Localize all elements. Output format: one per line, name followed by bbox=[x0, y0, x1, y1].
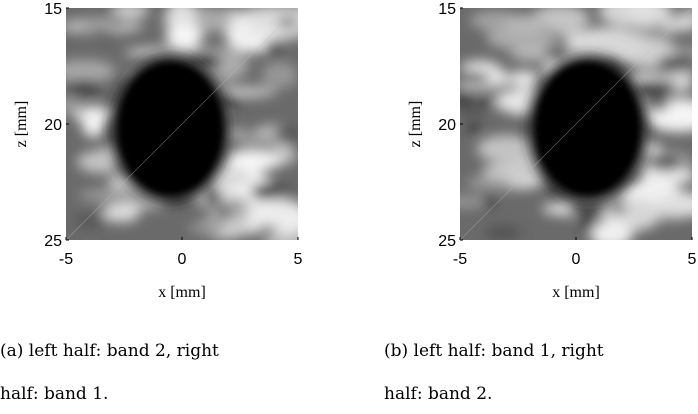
y-tick-label: 25 bbox=[438, 233, 456, 250]
y-tick-label: 20 bbox=[44, 117, 62, 134]
caption-line: half: band 2. bbox=[384, 384, 492, 404]
ultrasound-image bbox=[422, 0, 698, 248]
figure: -5 0 5 15 20 25 x [mm] z [mm] (a) left half: ban… bbox=[0, 0, 698, 414]
x-tick-label: 5 bbox=[688, 251, 697, 268]
caption-line: (a) left half: band 2, right bbox=[0, 341, 219, 361]
ultrasound-image bbox=[53, 0, 332, 254]
y-axis-label: z [mm] bbox=[407, 101, 424, 148]
x-axis-label: x [mm] bbox=[158, 284, 206, 301]
y-tick-label: 25 bbox=[44, 233, 62, 250]
x-axis-label: x [mm] bbox=[552, 284, 600, 301]
y-axis-label: z [mm] bbox=[13, 101, 30, 148]
y-tick-label: 15 bbox=[438, 1, 456, 18]
x-tick-label: 5 bbox=[294, 251, 303, 268]
x-tick-label: -5 bbox=[59, 251, 73, 268]
y-tick-label: 15 bbox=[44, 1, 62, 18]
caption-line: half: band 1. bbox=[0, 384, 108, 404]
caption-line: (b) left half: band 1, right bbox=[384, 341, 604, 361]
x-tick-label: 0 bbox=[572, 251, 581, 268]
x-tick-label: -5 bbox=[453, 251, 467, 268]
y-tick-label: 20 bbox=[438, 117, 456, 134]
x-tick-label: 0 bbox=[178, 251, 187, 268]
